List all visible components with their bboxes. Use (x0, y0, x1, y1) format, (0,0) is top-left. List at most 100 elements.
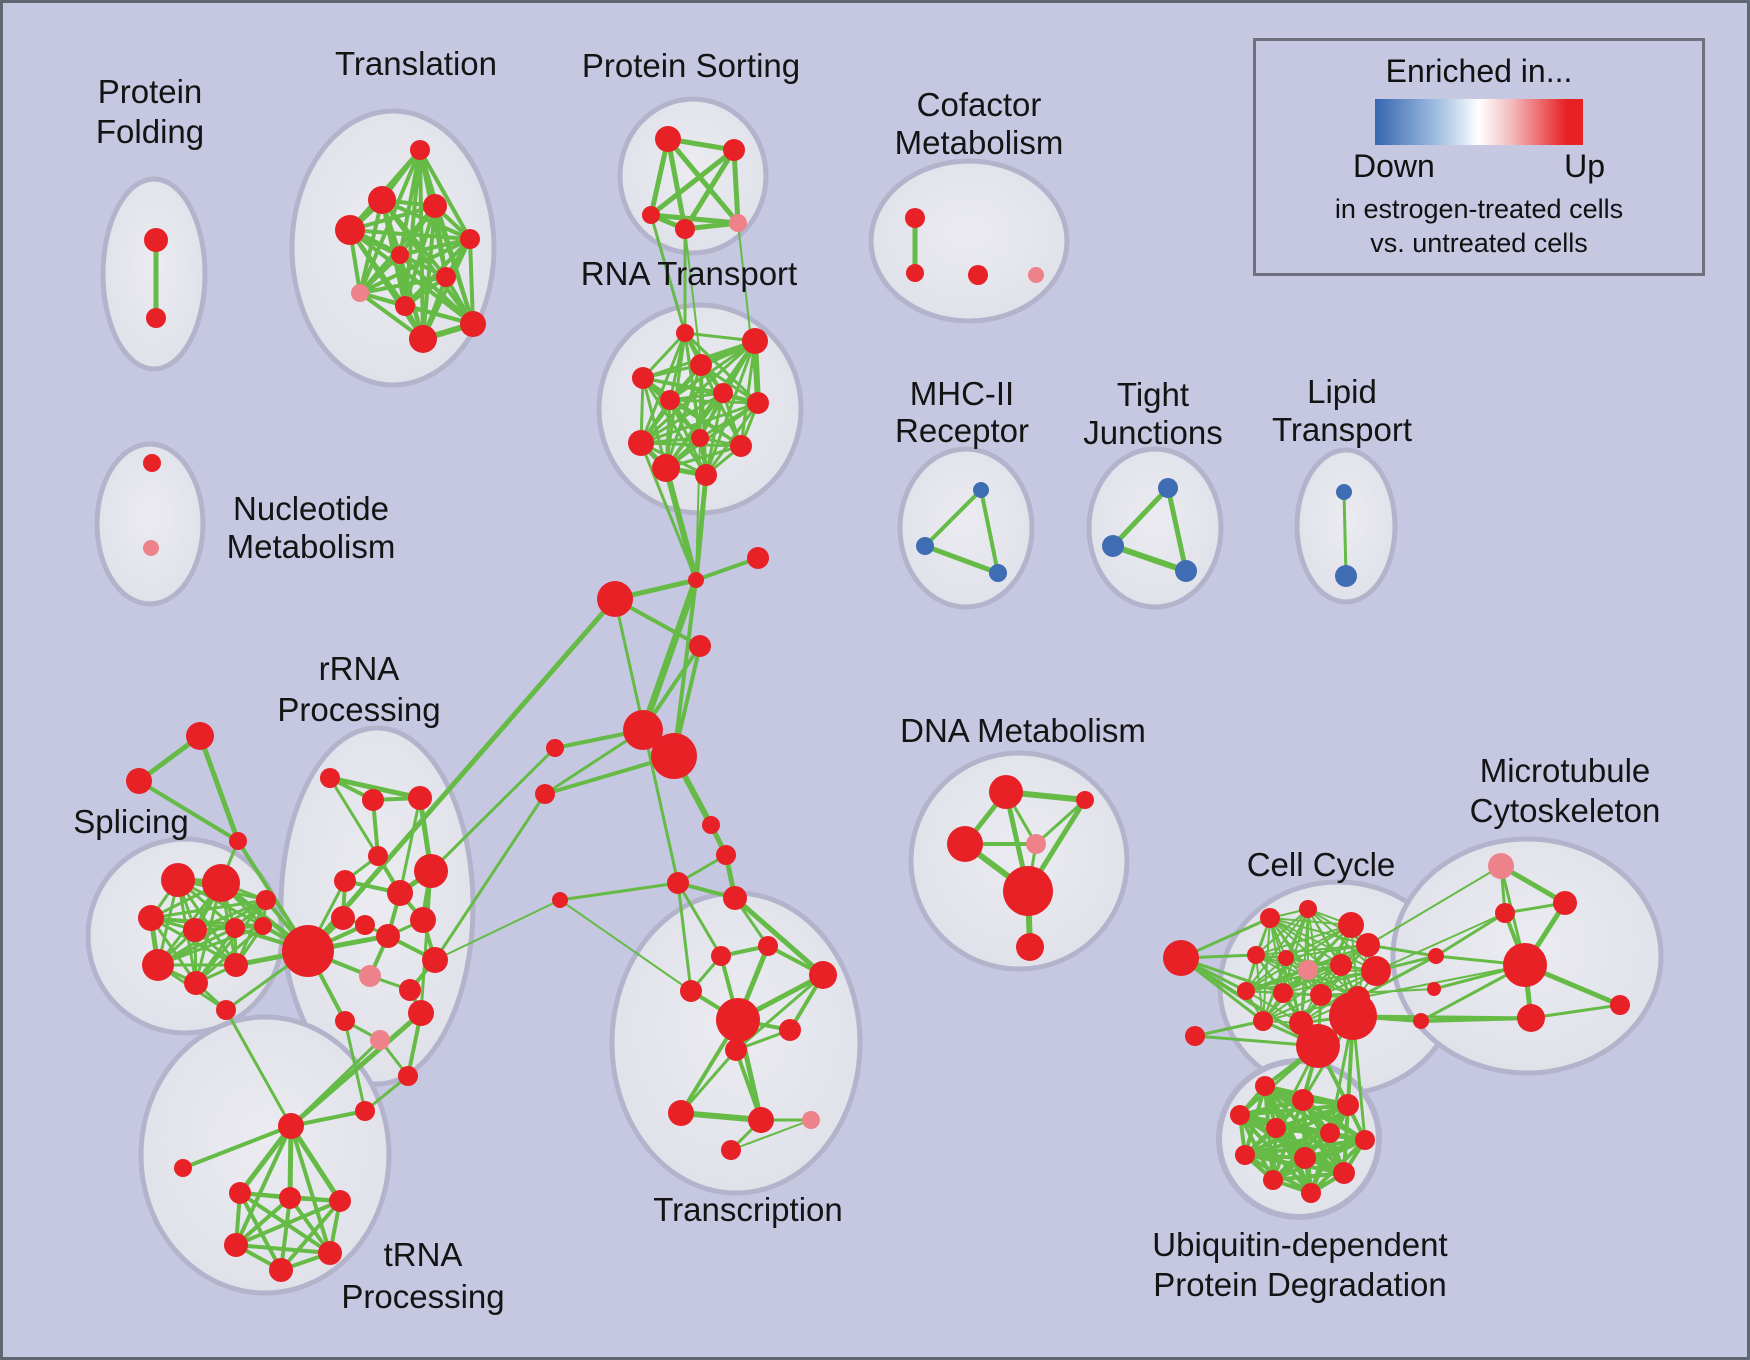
network-node-tl[interactable] (174, 1159, 192, 1177)
network-node-rr16[interactable] (370, 1030, 390, 1050)
network-node-x5[interactable] (779, 1019, 801, 1041)
network-node-u1[interactable] (1292, 1089, 1314, 1111)
network-node-lln[interactable] (1185, 1026, 1205, 1046)
network-node-rr11[interactable] (422, 947, 448, 973)
network-node-x10[interactable] (721, 1140, 741, 1160)
network-node-s5[interactable] (142, 949, 174, 981)
network-node-d5[interactable] (1016, 933, 1044, 961)
network-node-tj1[interactable] (1102, 535, 1124, 557)
network-node-cf3[interactable] (1028, 267, 1044, 283)
network-node-p4[interactable] (729, 214, 747, 232)
network-node-p1[interactable] (723, 139, 745, 161)
network-node-x9[interactable] (802, 1111, 820, 1129)
network-node-r10[interactable] (652, 454, 680, 482)
network-node-nu0[interactable] (143, 454, 161, 472)
network-node-cc3[interactable] (1338, 912, 1364, 938)
network-node-t8[interactable] (395, 296, 415, 316)
network-node-x4[interactable] (716, 998, 760, 1042)
network-node-s9[interactable] (254, 917, 272, 935)
network-node-rr8[interactable] (331, 906, 355, 930)
network-node-t7[interactable] (351, 284, 369, 302)
network-node-r6[interactable] (747, 392, 769, 414)
network-node-cc12[interactable] (1310, 984, 1332, 1006)
network-node-s10[interactable] (216, 1000, 236, 1020)
network-node-m0[interactable] (1488, 853, 1514, 879)
network-node-m3[interactable] (1503, 943, 1547, 987)
network-node-c0[interactable] (688, 572, 704, 588)
network-node-m4[interactable] (1517, 1004, 1545, 1032)
network-node-cc11[interactable] (1273, 983, 1293, 1003)
network-node-u11[interactable] (1301, 1183, 1321, 1203)
network-node-c1[interactable] (747, 547, 769, 569)
network-node-p3[interactable] (675, 219, 695, 239)
network-node-x3[interactable] (680, 980, 702, 1002)
network-node-c4[interactable] (702, 816, 720, 834)
network-node-t2[interactable] (335, 215, 365, 245)
network-node-s1[interactable] (202, 864, 240, 902)
network-node-cf0[interactable] (905, 208, 925, 228)
network-node-t5[interactable] (391, 246, 409, 264)
network-node-t6[interactable] (436, 267, 456, 287)
network-node-pf0[interactable] (144, 228, 168, 252)
network-node-pf1[interactable] (146, 308, 166, 328)
network-node-m1[interactable] (1495, 903, 1515, 923)
network-node-cf2[interactable] (968, 265, 988, 285)
network-node-b1[interactable] (1427, 982, 1441, 996)
network-node-r9[interactable] (730, 435, 752, 457)
network-node-rr5[interactable] (387, 880, 413, 906)
network-node-c6[interactable] (552, 892, 568, 908)
network-node-rr18[interactable] (355, 1101, 375, 1121)
network-node-t4[interactable] (460, 229, 480, 249)
network-node-s7[interactable] (224, 953, 248, 977)
network-node-cc8[interactable] (1330, 954, 1352, 976)
network-node-rr14[interactable] (335, 1011, 355, 1031)
network-node-r7[interactable] (628, 430, 654, 456)
network-node-r5[interactable] (713, 383, 733, 403)
network-node-r0[interactable] (676, 324, 694, 342)
network-node-s3[interactable] (183, 918, 207, 942)
network-node-r11[interactable] (695, 464, 717, 486)
network-node-d4[interactable] (1003, 866, 1053, 916)
network-node-th[interactable] (278, 1113, 304, 1139)
network-node-b2[interactable] (1413, 1013, 1429, 1029)
network-node-d3[interactable] (1026, 834, 1046, 854)
network-node-cl1[interactable] (546, 739, 564, 757)
network-node-rr2[interactable] (408, 786, 432, 810)
network-node-h2[interactable] (651, 733, 697, 779)
network-node-x7[interactable] (668, 1100, 694, 1126)
network-node-d1[interactable] (1076, 791, 1094, 809)
network-node-rr0[interactable] (320, 768, 340, 788)
network-node-x6[interactable] (725, 1039, 747, 1061)
network-node-tr3[interactable] (224, 1233, 248, 1257)
network-node-bh[interactable] (282, 925, 334, 977)
network-node-cp2[interactable] (1296, 1024, 1340, 1068)
network-node-u9[interactable] (1263, 1170, 1283, 1190)
network-node-rr15[interactable] (408, 1000, 434, 1026)
network-node-cc0[interactable] (1163, 940, 1199, 976)
network-node-h1[interactable] (623, 710, 663, 750)
network-node-m2[interactable] (1553, 891, 1577, 915)
network-node-mh2[interactable] (989, 564, 1007, 582)
network-node-cc5[interactable] (1247, 946, 1265, 964)
network-node-u0[interactable] (1255, 1076, 1275, 1096)
network-node-p2[interactable] (642, 206, 660, 224)
network-node-c5[interactable] (716, 845, 736, 865)
network-node-tr4[interactable] (318, 1241, 342, 1265)
network-node-cf1[interactable] (906, 264, 924, 282)
network-node-rr7[interactable] (410, 907, 436, 933)
network-node-r8[interactable] (691, 429, 709, 447)
network-node-u6[interactable] (1355, 1130, 1375, 1150)
network-node-x8[interactable] (748, 1107, 774, 1133)
network-node-u10[interactable] (1333, 1162, 1355, 1184)
network-node-cc14[interactable] (1253, 1011, 1273, 1031)
network-node-tj2[interactable] (1175, 560, 1197, 582)
network-node-x2[interactable] (809, 961, 837, 989)
network-node-tr1[interactable] (279, 1187, 301, 1209)
network-node-b0[interactable] (1428, 948, 1444, 964)
network-node-mh0[interactable] (973, 482, 989, 498)
network-node-cc2[interactable] (1299, 900, 1317, 918)
network-node-s0[interactable] (161, 863, 195, 897)
network-node-d2[interactable] (947, 826, 983, 862)
network-node-c3[interactable] (689, 635, 711, 657)
network-node-u2[interactable] (1337, 1094, 1359, 1116)
